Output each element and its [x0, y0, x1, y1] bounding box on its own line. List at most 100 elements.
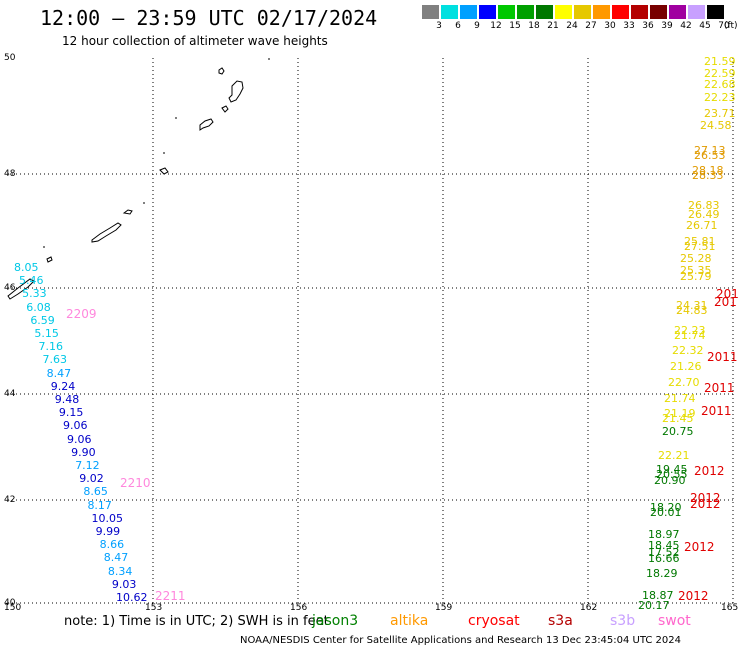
wave-height-label: 5.46: [19, 274, 44, 288]
scale-label: 18: [528, 21, 540, 31]
scale-label: 9: [474, 21, 480, 31]
wave-height-label: 22.23: [704, 91, 736, 104]
legend-item-cryosat: cryosat: [468, 613, 520, 629]
wave-height-label: 8.34: [107, 564, 133, 578]
scale-swatch: [555, 5, 572, 19]
wave-height-label: 18.87: [642, 589, 674, 602]
wave-height-label: 8.47: [46, 366, 72, 380]
island-4: [199, 118, 214, 131]
wave-height-label: 28.33: [692, 169, 724, 182]
island-3: [221, 105, 229, 113]
wave-height-label: 20.17: [638, 599, 670, 612]
scale-label: 42: [680, 21, 692, 31]
wave-height-label: 26.71: [686, 219, 718, 232]
wave-height-label: 26.53: [694, 149, 726, 162]
lat-tick-label: 48: [4, 169, 16, 179]
scale-swatch: [574, 5, 591, 19]
pass-id-label: 2011: [707, 350, 738, 364]
lon-tick-label: 156: [290, 603, 308, 613]
scale-label: 45: [699, 21, 711, 31]
wave-height-label: 18.97: [648, 528, 680, 541]
wave-height-label: 8.66: [99, 538, 125, 552]
wave-height-label: 10.62: [116, 591, 148, 604]
island-1: [218, 67, 225, 75]
wave-height-label: 9.06: [67, 432, 92, 446]
pass-id-label: 201: [716, 287, 739, 301]
pass-id-label: 2211: [155, 589, 186, 603]
wave-height-label: 9.06: [62, 419, 88, 433]
scale-swatch: [688, 5, 705, 19]
pass-id-label: 2012: [690, 497, 721, 511]
scale-label: 36: [642, 21, 654, 31]
wave-height-label: 22.68: [704, 78, 736, 91]
wave-height-label: 21.74: [664, 392, 696, 405]
lon-tick-label: 153: [145, 603, 163, 613]
wave-height-label: 22.59: [704, 67, 736, 80]
scale-label: 21: [547, 21, 559, 31]
wave-height-label: 10.05: [91, 511, 124, 525]
lat-tick-label: 40: [4, 598, 16, 608]
pass-id-label: 2011: [704, 381, 735, 395]
wave-height-label: 9.03: [111, 577, 137, 591]
lat-tick-label: 46: [4, 283, 16, 293]
pass-id-label: 2011: [701, 404, 732, 418]
scale-swatch: [631, 5, 648, 19]
wave-height-label: 18.29: [646, 567, 678, 580]
wave-height-label: 25.35: [680, 264, 712, 277]
legend-item-jason3: jason3: [312, 613, 359, 629]
scale-label: 24: [566, 21, 578, 31]
wave-height-label: 25.81: [684, 235, 716, 248]
wave-height-label: 18.45: [648, 539, 680, 552]
scale-swatch: [422, 5, 439, 19]
wave-height-label: 25.79: [680, 270, 712, 283]
map-subtitle: 12 hour collection of altimeter wave hei…: [62, 34, 328, 48]
wave-height-label: 22.70: [668, 376, 700, 389]
scale-swatch: [517, 5, 534, 19]
wave-height-label: 8.47: [103, 551, 129, 565]
wave-height-label: 9.99: [95, 525, 121, 538]
wave-height-label: 28.18: [692, 164, 724, 177]
units-note: note: 1) Time is in UTC; 2) SWH is in fe…: [64, 614, 329, 629]
scale-swatch: [650, 5, 667, 19]
scale-swatch: [479, 5, 496, 19]
wave-height-label: 22.21: [658, 449, 690, 462]
legend-item-s3a: s3a: [548, 613, 573, 629]
island-7: [91, 222, 122, 243]
scale-label: 12: [490, 21, 502, 31]
legend-item-s3b: s3b: [610, 613, 636, 629]
pass-id-label: 2012: [678, 589, 709, 603]
wave-height-label: 21.19: [664, 407, 696, 420]
wave-height-label: 24.58: [700, 119, 732, 132]
wave-height-label: 8.05: [14, 261, 39, 274]
wave-height-label: 9.90: [71, 445, 96, 459]
lon-tick-label: 162: [580, 603, 598, 613]
scale-swatch: [593, 5, 610, 19]
wave-height-label: 22.32: [672, 344, 704, 357]
wave-height-label: 21.26: [670, 360, 702, 373]
legend-item-swot: swot: [658, 613, 691, 629]
wave-height-label: 26.49: [688, 208, 720, 221]
coastline: [7, 58, 270, 300]
lon-tick-label: 165: [721, 603, 739, 613]
scale-swatch: [612, 5, 629, 19]
lon-tick-label: 150: [4, 603, 22, 613]
scale-label: 33: [623, 21, 635, 31]
pass-id-label: 2012: [694, 464, 725, 478]
wave-height-label: 7.12: [75, 459, 100, 472]
wave-height-label: 25.28: [680, 252, 712, 265]
lat-tick-label: 42: [4, 495, 16, 505]
wave-height-label: 6.59: [30, 313, 55, 327]
wave-height-label: 23.71: [704, 107, 736, 120]
pass-id-label: 2012: [684, 540, 715, 554]
wave-height-label: 9.48: [54, 393, 80, 406]
scale-label: 3: [436, 21, 442, 31]
island-8: [46, 256, 53, 263]
wave-height-label: 17.52: [648, 546, 680, 559]
map-title: 12:00 — 23:59 UTC 02/17/2024: [40, 6, 378, 30]
legend-item-altika: altika: [390, 613, 429, 629]
pass-id-label: 201: [714, 295, 737, 309]
wave-height-label: 5.15: [34, 327, 59, 340]
lat-lon-grid: [8, 58, 734, 604]
kamchatka-tip: [7, 278, 35, 300]
